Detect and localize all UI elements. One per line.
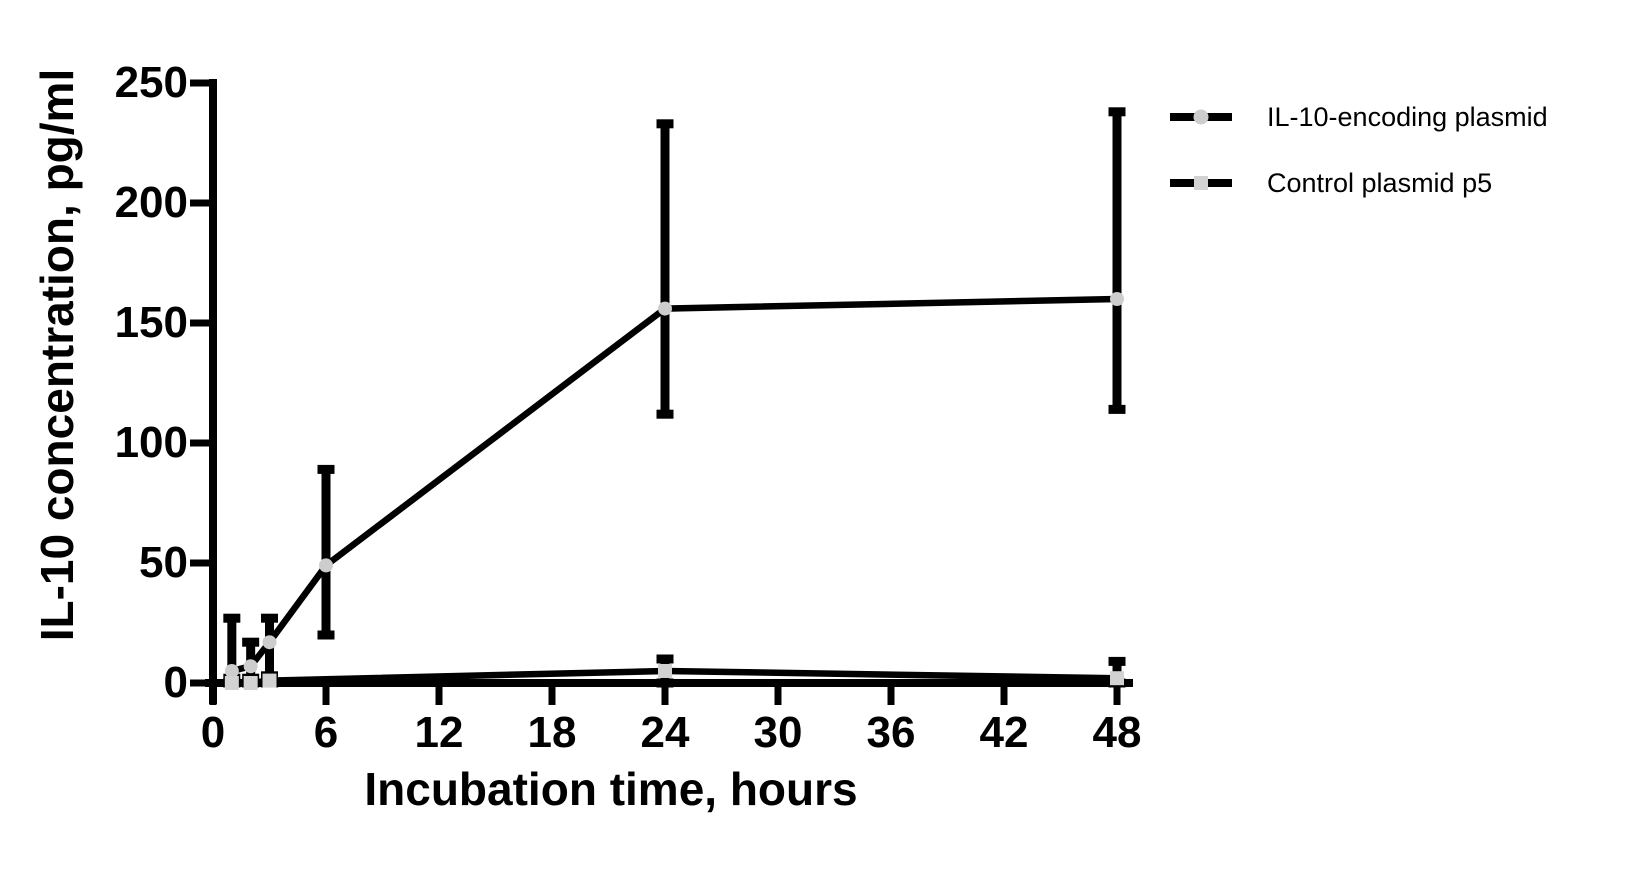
- y-tick-label: 100: [114, 418, 188, 467]
- series-line-0: [231, 295, 1118, 675]
- data-point-square: [224, 676, 239, 690]
- error-bar-cap-bottom: [656, 678, 674, 688]
- data-point-square: [1110, 671, 1124, 686]
- error-bar-cap-top: [261, 613, 278, 623]
- error-bar-cap-bottom: [1108, 404, 1126, 414]
- x-tick-label: 6: [313, 708, 339, 757]
- error-bar-cap-top: [656, 119, 674, 129]
- x-tick-label: 48: [1092, 708, 1142, 757]
- data-point-square: [658, 664, 672, 678]
- data-point-circle: [243, 659, 258, 674]
- error-bar-cap-bottom: [656, 409, 674, 419]
- y-tick-label: 200: [114, 178, 188, 227]
- error-bar-cap-bottom: [317, 630, 335, 640]
- x-tick-label: 18: [527, 708, 577, 757]
- data-point-circle: [1110, 292, 1124, 306]
- data-point-circle: [319, 558, 333, 573]
- legend-item: IL-10-encoding plasmid: [1170, 101, 1548, 132]
- x-tick-label: 30: [753, 708, 803, 757]
- legend-swatch-circle-icon: [1170, 109, 1232, 125]
- legend-label: IL-10-encoding plasmid: [1267, 101, 1548, 132]
- y-tick-label: 150: [114, 298, 188, 347]
- y-tick-label: 50: [139, 538, 188, 587]
- y-axis-title: IL-10 concentration, pg/ml: [31, 68, 83, 642]
- error-bar-cap-top: [317, 464, 335, 474]
- data-point-circle: [658, 301, 672, 316]
- error-bar-cap-top: [223, 613, 241, 623]
- data-point-square: [262, 673, 277, 688]
- legend-swatch-square-icon: [1170, 176, 1232, 190]
- y-tick-label: 250: [114, 58, 188, 107]
- data-point-circle: [262, 635, 277, 650]
- legend-label: Control plasmid p5: [1267, 167, 1493, 198]
- x-axis-title: Incubation time, hours: [364, 763, 858, 815]
- legend-marker-square: [1194, 176, 1208, 190]
- x-tick-label: 12: [414, 708, 464, 757]
- legend: IL-10-encoding plasmid Control plasmid p5: [1170, 101, 1548, 236]
- x-tick-label: 36: [866, 708, 916, 757]
- data-point-square: [243, 676, 258, 690]
- y-tick-label: 0: [163, 658, 188, 707]
- data-point-circle: [224, 664, 239, 678]
- x-tick-label: 0: [200, 708, 226, 757]
- error-bar-cap-top: [242, 637, 260, 647]
- legend-item: Control plasmid p5: [1170, 167, 1548, 198]
- x-tick-label: 42: [979, 708, 1029, 757]
- error-bar-cap-top: [1108, 656, 1126, 666]
- error-bar-cap-top: [656, 654, 674, 664]
- error-bar-cap-top: [1108, 107, 1126, 117]
- x-tick-label: 24: [640, 708, 690, 757]
- legend-marker-circle: [1193, 109, 1209, 125]
